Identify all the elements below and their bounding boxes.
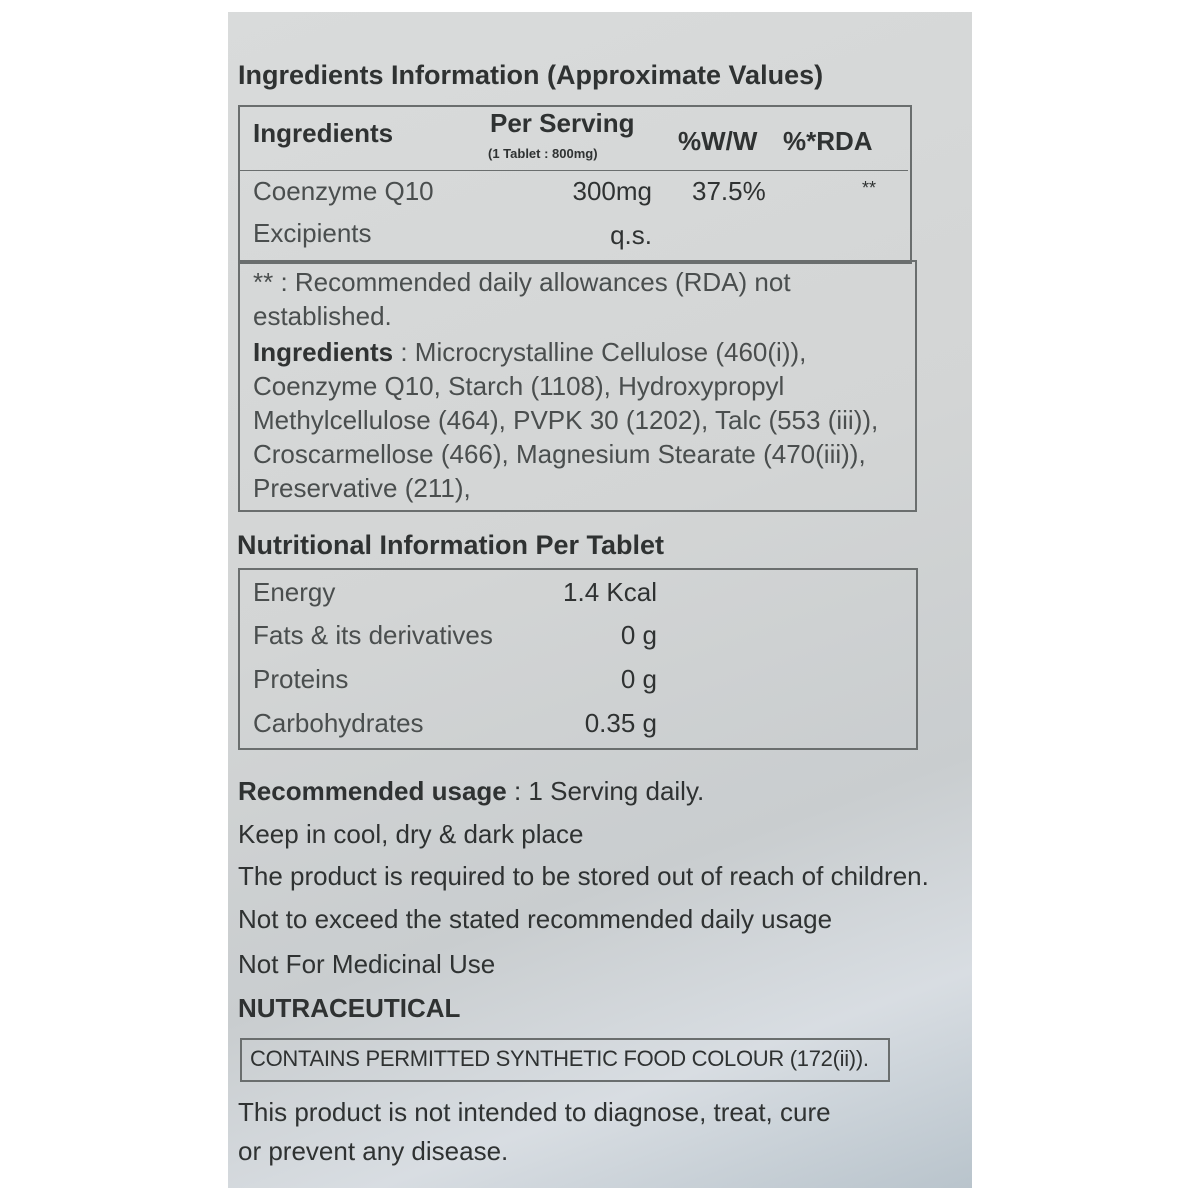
row-ww: 37.5% xyxy=(692,176,766,206)
ingredients-table xyxy=(238,105,912,264)
colour-notice: CONTAINS PERMITTED SYNTHETIC FOOD COLOUR… xyxy=(250,1046,869,1071)
children-note: The product is required to be stored out… xyxy=(238,861,929,891)
header-per-serving: Per Serving xyxy=(490,108,635,138)
nutrition-title: Nutritional Information Per Tablet xyxy=(237,530,665,560)
storage-note: Keep in cool, dry & dark place xyxy=(238,819,584,849)
nutrition-value: 0.35 g xyxy=(584,708,657,738)
category-label: NUTRACEUTICAL xyxy=(238,993,461,1023)
row-rda: ** xyxy=(862,178,877,198)
header-ww: %W/W xyxy=(678,126,758,156)
dosage-note: Not to exceed the stated recommended dai… xyxy=(238,904,833,934)
nutrition-name: Fats & its derivatives xyxy=(253,620,493,650)
ingredients-list-label: Ingredients xyxy=(253,337,394,367)
header-per-serving-note: (1 Tablet : 800mg) xyxy=(488,146,598,161)
ingredients-list-line: Coenzyme Q10, Starch (1108), Hydroxyprop… xyxy=(253,371,785,401)
row-name: Coenzyme Q10 xyxy=(253,176,434,206)
nutrition-table xyxy=(238,568,918,750)
ingredients-notes-box xyxy=(238,260,917,512)
ingredients-title: Ingredients Information (Approximate Val… xyxy=(238,60,824,90)
rda-footnote-cont: established. xyxy=(253,301,392,331)
ingredients-list-line: Croscarmellose (466), Magnesium Stearate… xyxy=(253,439,866,469)
colour-notice-box xyxy=(240,1038,890,1082)
header-rda: %*RDA xyxy=(783,126,873,156)
usage-value: : 1 Serving daily. xyxy=(506,776,705,806)
header-ingredients: Ingredients xyxy=(253,118,394,148)
nutrition-value: 0 g xyxy=(620,620,657,650)
row-name: Excipients xyxy=(253,218,372,248)
label-panel xyxy=(228,12,972,1188)
header-divider xyxy=(238,170,908,171)
usage-label: Recommended usage xyxy=(238,776,507,806)
disclaimer: This product is not intended to diagnose… xyxy=(238,1097,831,1127)
nutrition-name: Energy xyxy=(253,577,336,607)
ingredients-list-line: Preservative (211), xyxy=(253,473,471,503)
ingredients-list-line: Methylcellulose (464), PVPK 30 (1202), T… xyxy=(253,405,879,435)
row-per-serving: q.s. xyxy=(610,220,652,250)
recommended-usage: Recommended usage : 1 Serving daily. xyxy=(238,776,704,807)
nutrition-name: Carbohydrates xyxy=(253,708,424,738)
nutrition-value: 0 g xyxy=(620,664,657,694)
disclaimer-cont: or prevent any disease. xyxy=(238,1136,509,1166)
nutrition-value: 1.4 Kcal xyxy=(563,577,657,607)
medicinal-note: Not For Medicinal Use xyxy=(238,949,496,979)
row-per-serving: 300mg xyxy=(572,176,653,206)
ingredients-list-line: : Microcrystalline Cellulose (460(i)), xyxy=(393,337,807,367)
rda-footnote: ** : Recommended daily allowances (RDA) … xyxy=(253,267,791,297)
nutrition-name: Proteins xyxy=(253,664,349,694)
